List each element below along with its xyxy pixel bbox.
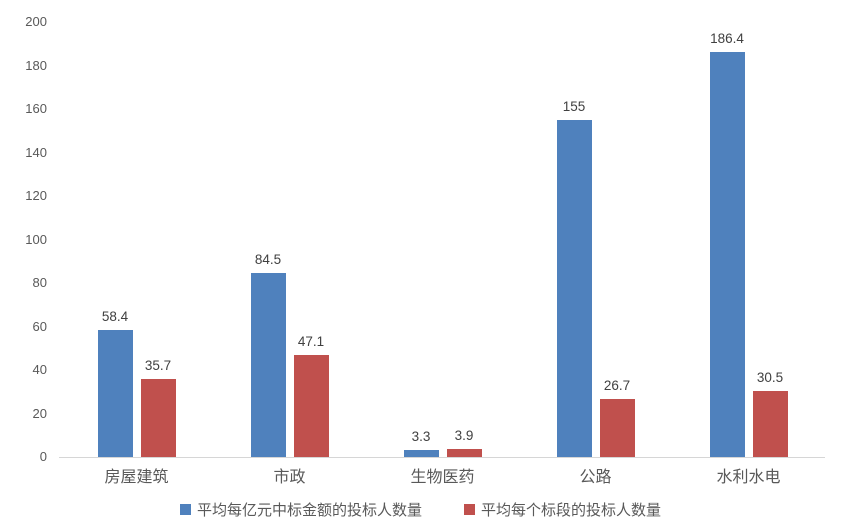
y-axis-tick-label: 60	[32, 318, 47, 334]
y-axis-tick-label: 200	[25, 14, 47, 29]
legend-label-red-series: 平均每个标段的投标人数量	[481, 502, 662, 519]
bar-red-生物医药	[446, 448, 482, 457]
bar-blue-市政	[250, 273, 286, 457]
data-label-blue-市政: 84.5	[254, 252, 282, 268]
bar-blue-公路	[556, 119, 592, 457]
y-axis-tick-label: 80	[32, 275, 47, 290]
legend-item-red-series: 平均每个标段的投标人数量	[464, 499, 661, 520]
x-axis-category-label: 水利水电	[716, 469, 781, 486]
legend-item-blue-series: 平均每亿元中标金额的投标人数量	[179, 499, 422, 520]
y-axis-tick-label: 140	[25, 144, 47, 160]
legend: 平均每亿元中标金额的投标人数量 平均每个标段的投标人数量	[0, 499, 841, 520]
x-axis-category-label: 公路	[579, 469, 612, 486]
y-axis-tick-label: 40	[32, 362, 47, 377]
y-axis-tick-label: 100	[25, 231, 47, 247]
y-axis-tick-label: 180	[25, 57, 47, 73]
y-axis-tick-label: 0	[39, 449, 47, 464]
y-axis-tick-label: 160	[25, 101, 47, 116]
legend-swatch-red-icon	[464, 504, 475, 515]
y-axis-tick-label: 120	[25, 188, 47, 203]
data-label-red-房屋建筑: 35.7	[144, 358, 172, 374]
data-label-red-公路: 26.7	[603, 377, 631, 393]
bar-red-公路	[599, 398, 635, 457]
data-label-blue-生物医药: 3.3	[411, 428, 431, 444]
data-label-blue-水利水电: 186.4	[710, 30, 744, 46]
legend-swatch-blue-icon	[179, 504, 191, 515]
legend-label-blue-series: 平均每亿元中标金额的投标人数量	[196, 502, 422, 519]
data-label-blue-公路: 155	[562, 98, 586, 114]
x-axis-category-label: 生物医药	[410, 469, 475, 486]
data-label-red-水利水电: 30.5	[756, 369, 784, 385]
data-label-red-市政: 47.1	[297, 333, 325, 349]
bar-red-水利水电	[752, 390, 788, 457]
bar-red-房屋建筑	[140, 379, 176, 457]
y-axis-tick-label: 20	[32, 405, 47, 421]
bar-blue-生物医药	[403, 449, 439, 457]
bar-blue-水利水电	[709, 51, 745, 457]
data-label-blue-房屋建筑: 58.4	[101, 308, 129, 324]
data-label-red-生物医药: 3.9	[454, 427, 474, 443]
bar-blue-房屋建筑	[97, 329, 133, 457]
bar-red-市政	[293, 354, 329, 457]
x-axis-category-label: 市政	[273, 469, 306, 486]
x-axis-line	[59, 457, 825, 458]
x-axis-category-label: 房屋建筑	[104, 469, 169, 486]
